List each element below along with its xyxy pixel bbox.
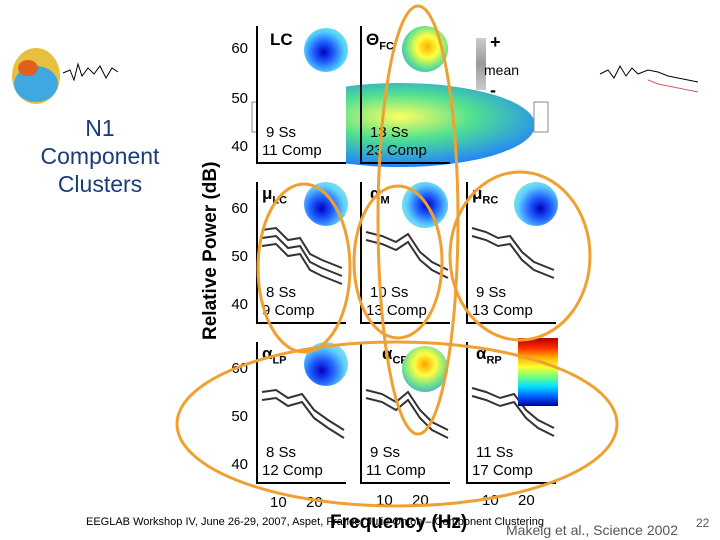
legend-mean: mean bbox=[484, 62, 520, 78]
y-tick-row1-50: 50 bbox=[231, 90, 248, 107]
y-tick-row1-40: 40 bbox=[231, 138, 248, 155]
topomap-lc bbox=[304, 28, 348, 72]
head-model-icon bbox=[12, 48, 119, 104]
x-axis-label: Frequency (Hz) bbox=[330, 512, 468, 533]
spectra-alpha-rp bbox=[471, 387, 555, 437]
citation: Makeig et al., Science 2002 bbox=[506, 522, 678, 538]
x-tick-col1-10: 10 bbox=[270, 494, 287, 511]
x-tick-col3-20: 20 bbox=[518, 492, 535, 509]
panel-mu-rc-comp: 13 Comp bbox=[472, 302, 533, 319]
panel-alpha-lp: αLP 8 Ss 12 Comp bbox=[256, 342, 348, 484]
legend-plus: + bbox=[490, 32, 501, 52]
panel-mu-lc-ss: 8 Ss bbox=[266, 284, 297, 301]
y-tick-row1-60: 60 bbox=[231, 40, 248, 57]
slide-title: N1 Component Clusters bbox=[10, 114, 190, 198]
panel-lc-comp: 11 Comp bbox=[262, 142, 322, 159]
title-line-2: Component bbox=[40, 143, 160, 169]
panel-mu-lc-comp: 9 Comp bbox=[262, 302, 315, 319]
legend-minus: - bbox=[490, 80, 496, 100]
panel-alpha-m-label: αM bbox=[370, 184, 390, 207]
panel-lc-label: LC bbox=[270, 30, 293, 49]
panel-mu-rc-label: μRC bbox=[472, 184, 499, 207]
spectra-alpha-lp bbox=[261, 388, 345, 439]
eeg-trace-icon bbox=[599, 64, 699, 93]
y-tick-row3-50: 50 bbox=[231, 408, 248, 425]
color-scale-bar bbox=[518, 338, 558, 406]
panel-alpha-lp-ss: 8 Ss bbox=[266, 444, 297, 461]
y-tick-row2-50: 50 bbox=[231, 248, 248, 265]
panel-alpha-rp-comp: 17 Comp bbox=[472, 462, 533, 479]
panel-lc-ss: 9 Ss bbox=[266, 124, 297, 141]
spectra-alpha-m bbox=[365, 231, 449, 279]
panel-alpha-cp-comp: 11 Comp bbox=[366, 462, 426, 479]
panel-alpha-rp-label: αRP bbox=[476, 344, 502, 367]
y-tick-row2-60: 60 bbox=[231, 200, 248, 217]
page-number: 22 bbox=[696, 516, 710, 530]
panel-alpha-rp-ss: 11 Ss bbox=[476, 444, 514, 461]
topomap-mu-rc bbox=[514, 182, 558, 226]
panel-alpha-lp-comp: 12 Comp bbox=[262, 462, 323, 479]
panel-alpha-lp-label: αLP bbox=[262, 344, 287, 367]
panel-lc: LC 9 Ss 11 Comp bbox=[256, 26, 348, 164]
y-tick-row2-40: 40 bbox=[231, 296, 248, 313]
panel-mu-lc: μLC 8 Ss 9 Comp bbox=[256, 182, 348, 324]
panel-theta-fc-label: ΘFC bbox=[366, 30, 394, 53]
title-line-3: Clusters bbox=[57, 171, 143, 197]
y-tick-row3-40: 40 bbox=[231, 456, 248, 473]
topomap-alpha-cp bbox=[402, 346, 448, 392]
panel-alpha-cp-ss: 9 Ss bbox=[370, 444, 401, 461]
spectra-mu-lc bbox=[261, 226, 343, 285]
topomap-theta-fc bbox=[402, 26, 448, 72]
panel-mu-rc-ss: 9 Ss bbox=[476, 284, 507, 301]
panel-mu-rc: μRC 9 Ss 13 Comp bbox=[466, 182, 558, 324]
spectra-mu-rc bbox=[471, 227, 555, 279]
legend-swatch bbox=[476, 38, 486, 90]
panel-alpha-rp: αRP 11 Ss 17 Comp bbox=[466, 342, 556, 484]
footer-text: EEGLAB Workshop IV, June 26-29, 2007, As… bbox=[86, 516, 544, 528]
title-line-1: N1 bbox=[85, 115, 115, 141]
